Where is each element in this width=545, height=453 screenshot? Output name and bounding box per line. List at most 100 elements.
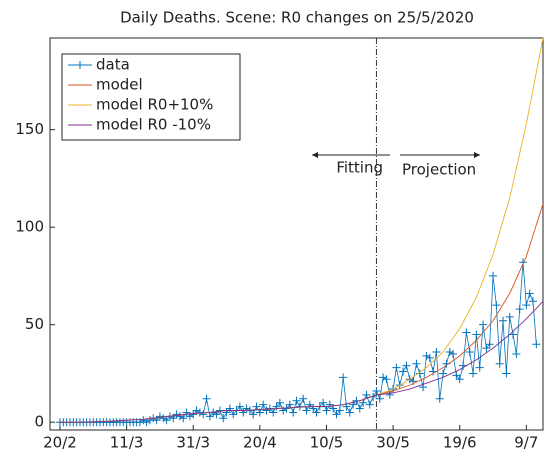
data-point [485,340,494,349]
data-point [379,373,388,382]
data-point [382,375,391,384]
data-point [472,330,481,339]
data-point [482,344,491,353]
data-point [162,416,171,425]
data-point [372,386,381,395]
y-tick-label: 150 [15,120,44,138]
annotation: Projection [402,161,476,179]
data-point [355,404,364,413]
data-point [172,410,181,419]
y-tick-label: 100 [15,218,44,236]
data-point [189,410,198,419]
data-point [229,410,238,419]
data-point [452,371,461,380]
data-point [532,340,541,349]
x-tick-label: 20/4 [243,434,277,452]
legend-label: model R0 -10% [96,116,211,134]
data-point [159,414,168,423]
data-point [462,328,471,337]
data-point [479,320,488,329]
data-point [519,258,528,267]
data-point [275,398,284,407]
legend-label: model [96,76,143,94]
data-point [292,396,301,405]
data-point [309,404,318,413]
data-point [505,312,514,321]
data-point [435,394,444,403]
data-point [402,361,411,370]
data-point [432,347,441,356]
data-point [285,400,294,409]
data-point [425,353,434,362]
data-point [332,410,341,419]
annotation: Fitting [336,159,383,177]
series-line [59,262,537,423]
data-point [302,406,311,415]
data-point [335,406,344,415]
data-point [439,369,448,378]
data-point [252,402,261,411]
x-tick-label: 30/5 [376,434,410,452]
data-point [375,394,384,403]
fitting-arrowhead [312,152,318,158]
data-point [469,369,478,378]
data-point [205,412,214,421]
legend-label: data [96,56,130,74]
data-point [399,367,408,376]
series-line [59,203,544,423]
data-point [235,402,244,411]
data-point [225,404,234,413]
legend-box [61,53,241,141]
data-point [155,412,164,421]
data-point [512,349,521,358]
data-point [345,408,354,417]
x-tick-label: 9/7 [514,434,538,452]
data-point [529,297,538,306]
y-tick-label: 50 [25,315,44,333]
x-tick-label: 19/6 [443,434,477,452]
data-point [339,373,348,382]
x-tick-label: 11/3 [110,434,144,452]
data-point [219,414,228,423]
data-point [179,414,188,423]
data-point [475,363,484,372]
data-point [502,369,511,378]
data-point [322,406,331,415]
data-point [362,390,371,399]
data-point [272,402,281,411]
data-point [415,369,424,378]
data-point [312,408,321,417]
data-point [305,400,314,409]
y-tick-label: 0 [34,413,44,431]
data-point [325,400,334,409]
data-point [175,412,184,421]
legend-label: model R0+10% [96,96,213,114]
data-point [289,408,298,417]
data-point [142,418,151,427]
x-tick-label: 20/2 [43,434,77,452]
data-point [259,400,268,409]
x-tick-label: 10/5 [310,434,344,452]
axes-box [49,37,544,431]
data-point [465,347,474,356]
series-line [59,300,544,423]
chart-title: Daily Deaths. Scene: R0 changes on 25/5/… [120,9,474,27]
data-point [525,289,534,298]
projection-arrowhead [474,152,480,158]
data-point [455,375,464,384]
data-point [499,316,508,325]
data-point [489,271,498,280]
data-point [392,363,401,372]
data-point [182,408,191,417]
data-point [299,394,308,403]
data-point [365,400,374,409]
data-point [215,406,224,415]
data-point [269,408,278,417]
data-point [222,408,231,417]
data-point [262,406,271,415]
data-point [449,349,458,358]
data-point [249,410,258,419]
data-point [412,359,421,368]
x-tick-label: 31/3 [176,434,210,452]
